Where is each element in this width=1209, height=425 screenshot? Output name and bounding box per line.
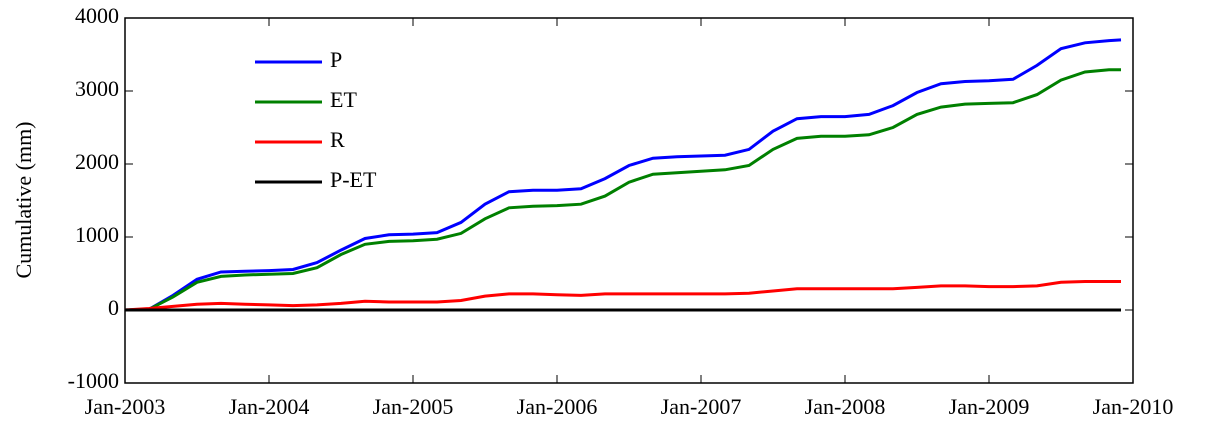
legend-label: R <box>330 127 345 152</box>
x-tick-label: Jan-2004 <box>229 394 310 419</box>
legend-label: ET <box>330 87 357 112</box>
y-tick-label: 3000 <box>75 76 119 101</box>
x-tick-label: Jan-2009 <box>949 394 1030 419</box>
plot-frame <box>124 17 1134 384</box>
y-tick-label: -1000 <box>68 368 119 393</box>
series-line <box>124 68 1121 312</box>
y-tick-label: 0 <box>108 295 119 320</box>
y-tick-label: 1000 <box>75 222 119 247</box>
y-axis-label: Cumulative (mm) <box>11 121 36 278</box>
x-tick-label: Jan-2010 <box>1093 394 1174 419</box>
legend-label: P-ET <box>330 167 377 192</box>
x-tick-label: Jan-2003 <box>85 394 166 419</box>
series-line <box>124 280 1121 312</box>
x-tick-label: Jan-2008 <box>805 394 886 419</box>
y-tick-label: 2000 <box>75 149 119 174</box>
y-tick-label: 4000 <box>75 3 119 28</box>
x-tick-label: Jan-2007 <box>661 394 742 419</box>
x-tick-label: Jan-2005 <box>373 394 454 419</box>
legend-label: P <box>330 47 342 72</box>
series-line <box>124 38 1122 312</box>
x-tick-label: Jan-2006 <box>517 394 598 419</box>
